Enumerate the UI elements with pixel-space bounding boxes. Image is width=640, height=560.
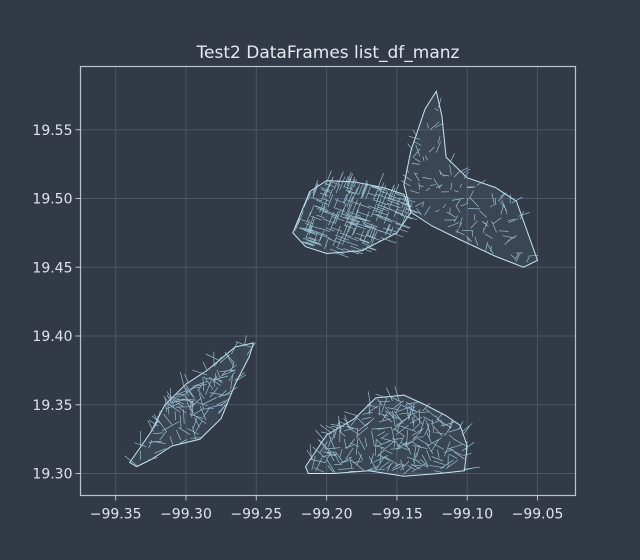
x-tick-label: −99.10 [441,507,493,523]
x-tick-label: −99.30 [160,507,212,523]
street-network [124,335,256,466]
district-3 [124,335,256,468]
y-tick-label: 19.55 [32,123,72,139]
district-outline [128,342,255,468]
chart-title: Test2 DataFrames list_df_manz [196,43,460,63]
x-tick-label: −99.15 [371,507,423,523]
street-network [400,97,539,263]
y-tick-label: 19.35 [32,398,72,414]
street-network [306,386,480,475]
ticks: −99.35 −99.30 −99.25 −99.20 −99.15 −99.10 −99.… [32,123,563,523]
x-tick-label: −99.35 [90,507,142,523]
y-tick-label: 19.40 [32,329,72,345]
x-tick-label: −99.20 [301,507,353,523]
y-tick-label: 19.50 [32,192,72,208]
district-2 [400,89,539,268]
grid [80,66,576,496]
street-network [294,170,421,258]
district-outline [304,394,468,477]
district-outline [403,89,539,268]
y-tick-label: 19.30 [32,467,72,483]
geometry-layer [124,89,539,477]
y-tick-label: 19.45 [32,260,72,276]
x-tick-label: −99.05 [512,507,564,523]
district-1 [292,170,421,258]
district-4 [304,386,480,477]
plot-frame [79,65,577,497]
x-tick-label: −99.25 [230,507,282,523]
